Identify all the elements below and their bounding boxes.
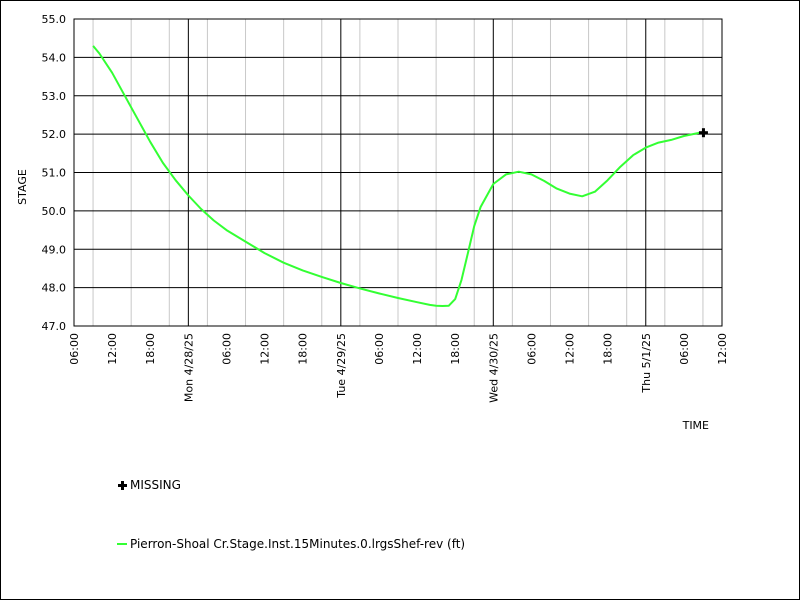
x-tick-label: Wed 4/30/25 — [487, 333, 500, 403]
x-tick-label: 18:00 — [297, 333, 310, 365]
plot-area-border — [73, 18, 723, 327]
x-tick-label: Mon 4/28/25 — [182, 333, 195, 402]
y-tick-label: 51.0 — [42, 167, 67, 180]
legend-series-item: Pierron-Shoal Cr.Stage.Inst.15Minutes.0.… — [117, 537, 465, 551]
x-tick-label: 06:00 — [220, 333, 233, 365]
y-axis-tick-labels: 47.0 48.0 49.0 50.0 51.0 52.0 53.0 54.0 55.0 — [42, 13, 67, 333]
x-tick-label: 12:00 — [106, 333, 119, 365]
x-tick-label: Thu 5/1/25 — [640, 333, 653, 394]
x-tick-label: 12:00 — [259, 333, 272, 365]
x-axis-tick-labels: 06:00 12:00 18:00 Mon 4/28/25 06:00 12:00 18:0… — [68, 333, 729, 403]
series-line — [92, 45, 704, 307]
y-tick-label: 52.0 — [42, 128, 67, 141]
x-tick-label: 18:00 — [144, 333, 157, 365]
x-tick-label: 18:00 — [449, 333, 462, 365]
y-axis-title: STAGE — [16, 169, 29, 205]
missing-cross-icon — [118, 480, 127, 490]
y-tick-label: 47.0 — [42, 320, 67, 333]
series-line-icon — [117, 543, 127, 545]
y-tick-label: 53.0 — [42, 90, 67, 103]
series-layer — [92, 45, 704, 307]
y-tick-label: 54.0 — [42, 51, 67, 64]
legend-missing-label: MISSING — [130, 478, 181, 492]
x-tick-label: 06:00 — [373, 333, 386, 365]
y-tick-label: 55.0 — [42, 13, 67, 26]
missing-markers — [698, 128, 708, 138]
y-tick-label: 48.0 — [42, 282, 67, 295]
x-tick-label: 06:00 — [68, 333, 81, 365]
x-tick-label: 06:00 — [525, 333, 538, 365]
missing-marker — [698, 128, 708, 138]
legend-series-label: Pierron-Shoal Cr.Stage.Inst.15Minutes.0.… — [130, 537, 466, 551]
x-tick-label: Tue 4/29/25 — [335, 333, 348, 399]
x-tick-label: 18:00 — [602, 333, 615, 365]
x-tick-label: 12:00 — [411, 333, 424, 365]
x-tick-label: 06:00 — [678, 333, 691, 365]
legend-missing-item: MISSING — [118, 478, 181, 492]
y-tick-label: 49.0 — [42, 243, 67, 256]
x-tick-label: 12:00 — [564, 333, 577, 365]
y-tick-label: 50.0 — [42, 205, 67, 218]
x-tick-label: 12:00 — [716, 333, 729, 365]
x-axis-title: TIME — [682, 419, 709, 432]
